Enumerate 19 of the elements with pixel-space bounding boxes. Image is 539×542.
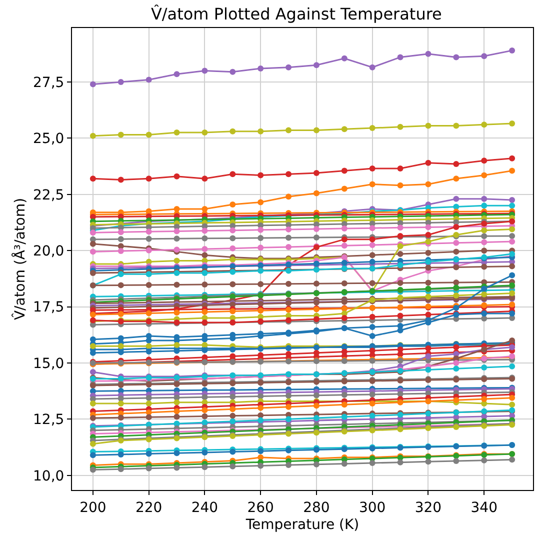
y-tick-label: 10,0 xyxy=(33,468,64,484)
x-tick-label: 240 xyxy=(191,500,218,516)
y-axis-title: V̂/atom (Å³/atom) xyxy=(11,198,29,320)
y-tick-label: 22,5 xyxy=(33,187,64,204)
x-tick-label: 280 xyxy=(303,500,330,516)
x-tick-label: 300 xyxy=(358,500,386,516)
y-tick-label: 25,0 xyxy=(33,131,64,148)
y-tick-label: 20,0 xyxy=(33,243,64,260)
x-tick-label: 340 xyxy=(470,500,498,516)
y-tick-label: 12,5 xyxy=(33,412,64,428)
x-axis-title: Temperature (K) xyxy=(244,517,360,534)
y-tick-label: 27,5 xyxy=(33,74,64,91)
chart-title: V̂/atom Plotted Against Temperature xyxy=(150,4,442,24)
x-tick-label: 320 xyxy=(414,500,442,516)
y-tick-label: 17,5 xyxy=(33,300,64,316)
x-tick-label: 260 xyxy=(247,500,274,516)
x-tick-label: 220 xyxy=(135,500,162,516)
x-tick-label: 200 xyxy=(80,500,106,516)
y-tick-label: 15,0 xyxy=(33,356,64,372)
